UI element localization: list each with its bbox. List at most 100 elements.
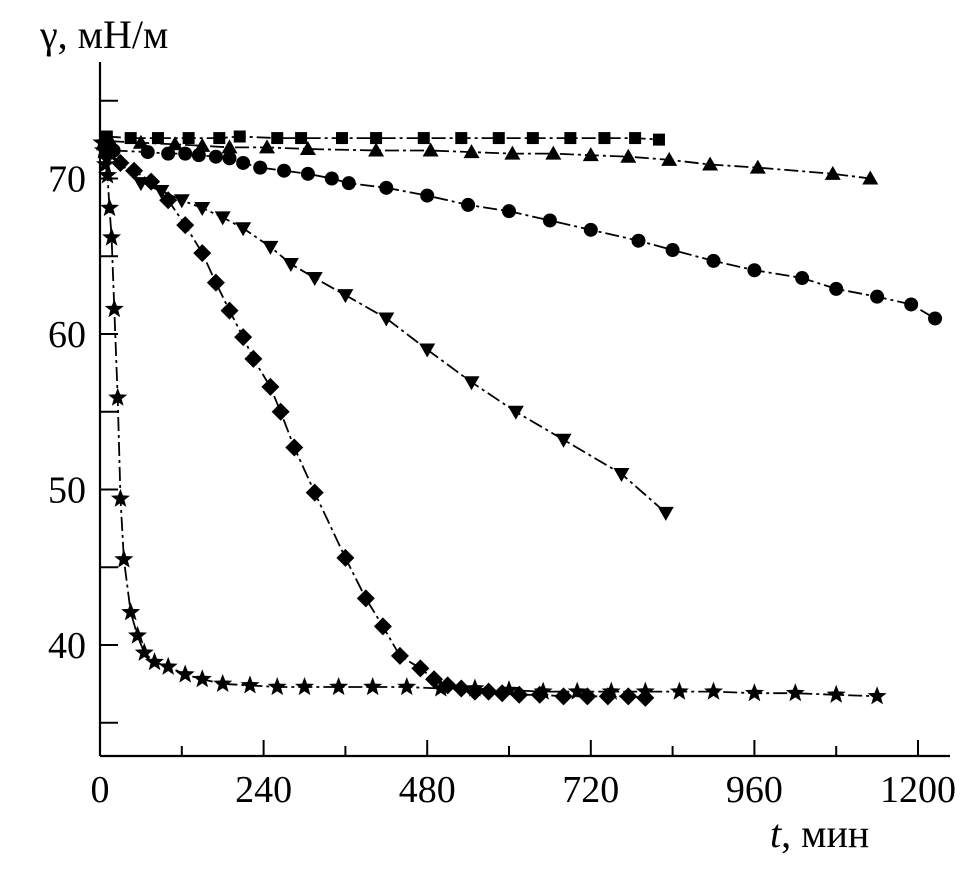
series-triangle-up-point [661, 151, 678, 166]
series-circle-point [502, 204, 516, 219]
y-tick-label: 60 [48, 314, 86, 356]
series-square [100, 130, 665, 146]
series-star-point [601, 681, 621, 700]
series-square-point [335, 132, 348, 145]
series-triangle-down-point [613, 467, 630, 482]
series-star-point [114, 549, 134, 568]
series-circle-point [208, 149, 223, 164]
series-circle-point [236, 155, 251, 170]
series-circle-point [795, 271, 810, 286]
series-square-point [526, 132, 539, 145]
series-diamond-point [206, 273, 225, 292]
series-circle-point [904, 297, 919, 312]
series-circle-point [253, 160, 268, 175]
series-triangle-down-point [262, 240, 279, 255]
series-star-point [744, 683, 764, 702]
series-star-point [267, 677, 287, 696]
series-triangle-up-point [422, 142, 439, 157]
series-square-point [492, 132, 505, 145]
series-star-point [134, 642, 154, 661]
series-square-point [233, 130, 246, 143]
series-diamond-point [356, 589, 375, 608]
series-star-point [110, 488, 130, 507]
series-star-point [98, 165, 117, 184]
series-triangle-up-point [166, 136, 183, 151]
series-star-point [95, 154, 115, 173]
series-triangle-down-point [555, 433, 572, 448]
series-circle-point [222, 151, 237, 166]
series-square-point [295, 132, 308, 145]
series-star-point [867, 686, 887, 705]
series-star-point [397, 677, 417, 696]
series-star-point [92, 132, 112, 151]
tick-labels: 0 240 480 720 960 1200 40 50 60 70 [48, 159, 956, 812]
series-star-point [121, 602, 141, 621]
series-diamond-point [244, 349, 263, 368]
series-triangle-up-point [862, 170, 879, 185]
x-tick-label: 960 [726, 769, 783, 811]
series-circle-point [583, 222, 598, 237]
series-diamond-point [125, 161, 144, 180]
series-triangle-down-point [419, 343, 436, 358]
series-triangle-down [102, 147, 674, 521]
series-star-point [93, 140, 113, 159]
series-triangle-up-point [620, 148, 637, 163]
series-triangle-up-point [824, 165, 841, 180]
axes [98, 62, 950, 758]
series-triangle-up-point [463, 144, 480, 159]
series-star-point [213, 673, 233, 692]
series-diamond-point [425, 670, 444, 689]
series-square-point [629, 132, 642, 145]
series-square-point [213, 132, 226, 145]
series-circle-point [300, 166, 315, 181]
series-triangle-down-point [306, 272, 323, 287]
series-diamond-point [159, 191, 178, 210]
series-star-point [100, 198, 120, 217]
y-tick-label: 40 [48, 625, 86, 667]
series-diamond-point [111, 153, 130, 172]
series-square-point [455, 132, 468, 145]
series-triangle-up-point [259, 139, 276, 154]
series-square-point [652, 133, 665, 146]
series-diamond-point [373, 617, 392, 636]
series-diamond-point [636, 688, 655, 707]
series-circle-point [420, 188, 435, 203]
series-square-point [564, 132, 577, 145]
series-layer [92, 130, 943, 707]
series-triangle-up-point [221, 139, 238, 154]
series-circle-point [928, 311, 943, 326]
series-diamond-point [305, 483, 324, 502]
y-tick-label: 50 [48, 470, 86, 512]
series-diamond-line [106, 154, 646, 699]
x-tick-label: 1200 [880, 769, 956, 811]
series-star-point [329, 677, 349, 696]
x-tick-label: 0 [91, 769, 110, 811]
series-circle-point [379, 180, 394, 195]
series-triangle-up-point [702, 156, 719, 171]
series-star-point [145, 652, 164, 671]
series-star-point [635, 681, 655, 700]
series-triangle-down-point [282, 258, 299, 273]
series-star-point [102, 227, 122, 246]
series-star-point [704, 681, 723, 700]
series-triangle-up-point [368, 142, 385, 157]
series-star-point [567, 681, 587, 700]
series-diamond-point [285, 438, 304, 457]
series-square-point [370, 132, 383, 145]
series-triangle-up-point [749, 159, 766, 174]
series-star-point [431, 678, 451, 697]
series-diamond-point [142, 172, 161, 191]
series-star-line [101, 142, 878, 698]
x-axis-title: t, мин [770, 811, 869, 856]
series-circle-line [113, 149, 936, 320]
series-circle-point [631, 233, 646, 248]
series-star-point [499, 680, 519, 699]
series-diamond-point [619, 687, 638, 706]
series-triangle-down-point [378, 312, 395, 327]
series-diamond-point [271, 402, 290, 421]
series-circle-point [542, 213, 557, 228]
y-axis-title: γ, мН/м [39, 12, 168, 57]
series-circle-point [324, 171, 339, 186]
x-tick-label: 480 [399, 769, 456, 811]
series-triangle-up-point [504, 145, 521, 160]
